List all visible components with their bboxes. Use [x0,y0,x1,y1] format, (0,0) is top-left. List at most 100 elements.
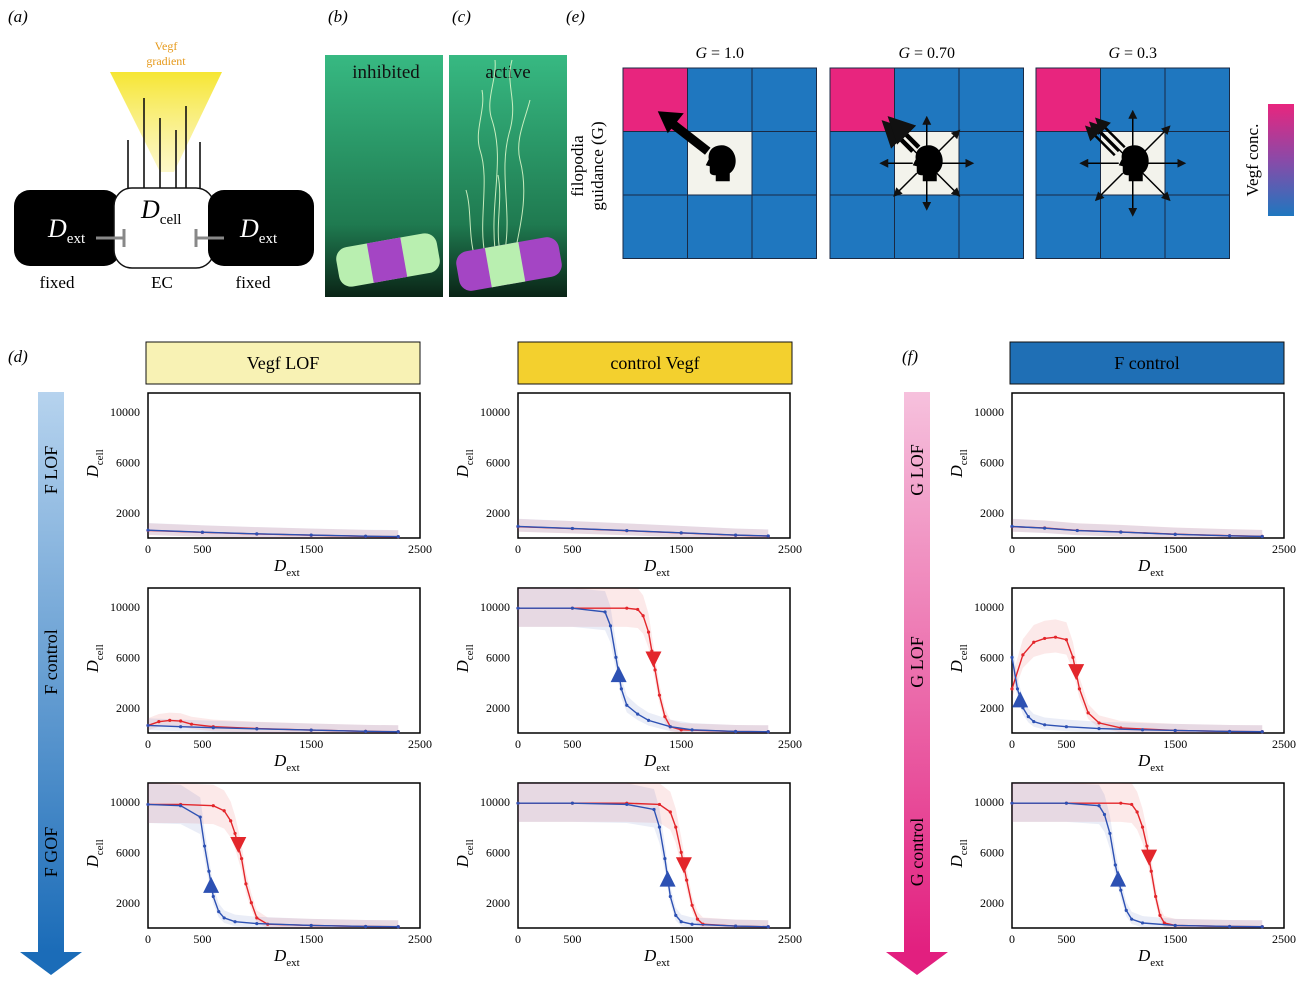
data-point [364,924,368,929]
y-tick-label: 2000 [486,896,510,910]
data-point [766,534,770,538]
sprouting-filopodia [465,59,531,259]
data-point [1228,924,1232,929]
data-point [1173,923,1177,928]
data-point [695,917,700,921]
data-point [1032,640,1036,644]
junction-right [194,229,224,247]
x-tick-label: 500 [1057,542,1075,556]
data-point [625,703,629,707]
vessel-tube-inhibited [336,233,440,287]
data-point [1097,721,1101,725]
x-axis-label: Dext [273,556,300,579]
vegf-gradient-label-line1: Vegf [155,39,178,53]
data-point [309,923,313,928]
grid-cell [829,194,895,259]
data-point [663,857,667,861]
data-point [690,922,694,926]
data-point [1021,653,1025,657]
y-tick-label: 6000 [980,650,1004,664]
data-point [646,630,651,634]
grid-cell [829,67,895,132]
data-point [1010,655,1014,659]
y-tick-label: 2000 [116,896,140,910]
guided-arrow [1094,117,1126,149]
row-label-f-gof: F GOF [41,827,61,878]
data-point [679,850,683,854]
data-point [1026,715,1030,719]
series-band [518,783,769,928]
data-point [211,726,215,730]
panel-label-f: (f) [902,347,918,366]
data-point [570,526,575,531]
x-tick-label: 2500 [408,932,432,946]
row-label-f-control: F control [41,629,61,695]
data-point [1043,723,1047,727]
y-tick-label: 10000 [110,405,140,419]
ec-cell [113,187,215,269]
vessel-tube-active [456,237,562,291]
data-point [200,530,204,534]
data-point [625,528,629,533]
guidance-value-label: G = 0.70 [898,45,955,62]
x-tick-label: 1500 [299,932,323,946]
data-point [1140,921,1145,925]
data-point [653,668,657,672]
series-band [518,783,769,928]
data-point [157,720,161,724]
data-point [211,894,215,899]
filopodia-arrow [936,172,961,197]
data-point [255,916,259,920]
x-tick-label: 500 [563,542,581,556]
direction-arrow-down [230,837,247,854]
x-axis-label: Dext [1137,751,1164,774]
y-axis-label: Dcell [453,644,476,673]
data-point [1077,687,1082,691]
series-band [1012,783,1263,928]
data-point [146,723,150,728]
row-label-f-lof: F LOF [41,446,61,495]
filopodia-arrow [1142,125,1171,154]
data-point [255,532,259,536]
data-point [657,802,662,807]
grid-cell [1164,194,1230,259]
data-point [396,730,400,734]
panel-e: (e) filopodia guidance (G) G = 1.0 G = 0.… [566,7,1294,259]
series-band [518,588,769,733]
x-tick-label: 500 [193,932,211,946]
y-tick-label: 10000 [974,405,1004,419]
data-point [179,725,183,729]
junction-left [96,229,126,247]
grid-cell [622,67,688,132]
plot-6: 0 500 1500 2500 2000 6000 10000 Dext Dcell [453,782,802,969]
guidance-arrow [668,119,711,155]
vegf-colorbar-label: Vegf conc. [1243,124,1262,197]
data-point [202,844,207,848]
y-tick-label: 6000 [116,455,140,469]
data-point [1135,810,1139,814]
x-tick-label: 0 [515,932,521,946]
data-point [1119,801,1123,805]
x-tick-label: 2500 [778,542,802,556]
y-tick-label: 2000 [486,506,510,520]
filopodia-arrow [1094,172,1124,202]
y-tick-label: 10000 [480,600,510,614]
x-tick-label: 1500 [1163,542,1187,556]
panel-a: (a) Vegf gradient Dext Dcell Dext fixed … [8,7,314,292]
row-label-g-lof-2: G LOF [907,636,927,688]
data-point [1071,655,1075,659]
y-axis-label: Dcell [947,644,970,673]
direction-arrow-down [645,651,662,668]
data-point [679,920,683,924]
plot-frame [147,587,421,734]
data-point [636,712,640,716]
plot-8: 0 500 1500 2500 2000 6000 10000 Dext Dcell [947,587,1296,774]
panel-b: (b) inhibited [325,7,443,297]
y-tick-label: 2000 [980,701,1004,715]
data-point [1162,921,1166,925]
data-point [255,921,259,926]
x-tick-label: 2500 [408,737,432,751]
panel-label-c: (c) [452,7,471,26]
data-point [1140,825,1145,829]
